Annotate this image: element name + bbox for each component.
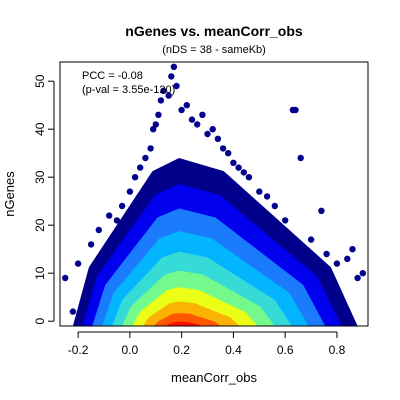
data-point	[240, 169, 247, 176]
x-tick-label: 0.8	[329, 343, 346, 357]
data-point	[292, 106, 299, 114]
data-point	[165, 92, 172, 99]
data-point	[344, 255, 351, 262]
data-point	[256, 188, 263, 195]
x-tick-label: 0.6	[277, 343, 294, 357]
y-tick-label: 50	[33, 74, 47, 88]
data-point	[297, 154, 304, 162]
x-axis-label: meanCorr_obs	[171, 370, 257, 385]
data-point	[74, 260, 82, 267]
data-point	[219, 145, 227, 152]
data-point	[214, 135, 222, 142]
plot-frame	[59, 61, 369, 327]
x-tick-label: -0.2	[68, 343, 89, 357]
data-point	[126, 188, 134, 195]
data-point	[157, 97, 165, 104]
y-tick-label: 20	[33, 218, 47, 232]
data-point	[307, 236, 315, 243]
data-point	[271, 202, 278, 210]
data-point	[69, 308, 77, 315]
y-tick-label: 10	[33, 266, 47, 280]
data-point	[95, 226, 103, 234]
pcc-annotation: PCC = -0.08	[82, 70, 143, 82]
data-points	[61, 63, 366, 315]
data-point	[173, 82, 180, 90]
data-point	[225, 150, 232, 157]
data-point	[142, 154, 149, 162]
data-point	[152, 121, 159, 128]
data-point	[131, 174, 139, 181]
y-tick-label: 30	[33, 170, 47, 184]
data-point	[359, 270, 366, 277]
data-point	[178, 106, 185, 114]
data-point	[209, 126, 216, 133]
pval-annotation: (p-val = 3.55e-120)	[82, 84, 175, 96]
data-point	[160, 87, 167, 95]
data-point	[183, 102, 190, 109]
data-point	[199, 111, 206, 119]
data-point	[137, 164, 144, 171]
data-point	[113, 217, 121, 224]
data-point	[106, 212, 113, 219]
data-point	[323, 250, 330, 258]
data-point	[230, 159, 237, 166]
data-point	[118, 202, 126, 210]
data-point	[333, 260, 341, 267]
y-axis-label: nGenes	[2, 171, 17, 217]
data-point	[235, 164, 242, 171]
data-point	[318, 207, 325, 214]
y-axis: 0 10 20 30 40 50	[33, 74, 55, 325]
data-point	[204, 130, 211, 138]
data-point	[349, 246, 356, 253]
x-tick-label: 0.4	[225, 343, 242, 357]
data-point	[150, 126, 157, 133]
x-tick-label: 0.2	[173, 343, 190, 357]
data-point	[80, 298, 87, 306]
chart-subtitle: (nDS = 38 - sameKb)	[162, 44, 266, 56]
data-point	[354, 274, 361, 282]
data-point	[170, 63, 178, 70]
data-point	[282, 217, 289, 224]
data-point	[245, 174, 253, 181]
data-point	[147, 145, 154, 152]
data-point	[263, 193, 271, 200]
x-axis: -0.2 0.0 0.2 0.4 0.6 0.8	[68, 331, 346, 357]
data-point	[168, 73, 175, 80]
data-point	[188, 116, 196, 123]
data-point	[194, 121, 201, 128]
y-tick-label: 0	[33, 318, 47, 325]
data-point	[87, 241, 95, 248]
x-tick-label: 0.0	[122, 343, 139, 357]
chart-title: nGenes vs. meanCorr_obs	[125, 23, 303, 39]
density-band	[154, 313, 221, 326]
density-band	[165, 321, 202, 326]
y-tick-label: 40	[33, 122, 47, 136]
density-layer	[72, 158, 358, 326]
data-point	[155, 111, 162, 119]
data-point	[61, 274, 69, 282]
